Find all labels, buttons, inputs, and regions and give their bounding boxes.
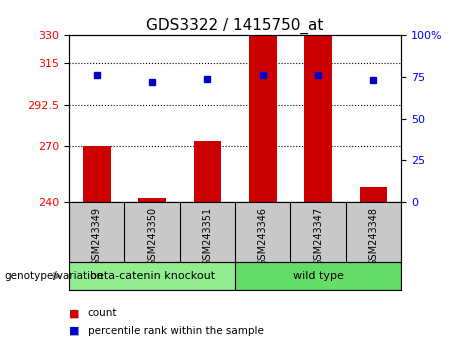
Bar: [249, 35, 277, 202]
Text: GSM243346: GSM243346: [258, 207, 268, 266]
Bar: [235, 262, 401, 290]
Text: genotype/variation: genotype/variation: [5, 271, 104, 281]
Bar: [83, 146, 111, 202]
Bar: [360, 187, 387, 202]
Text: ■: ■: [69, 326, 80, 336]
Text: GSM243351: GSM243351: [202, 207, 213, 266]
Bar: [194, 141, 221, 202]
Text: count: count: [88, 308, 117, 318]
Bar: [69, 262, 235, 290]
Text: GSM243347: GSM243347: [313, 207, 323, 266]
Bar: [304, 35, 332, 202]
Text: percentile rank within the sample: percentile rank within the sample: [88, 326, 264, 336]
Text: beta-catenin knockout: beta-catenin knockout: [89, 271, 215, 281]
Text: GSM243349: GSM243349: [92, 207, 102, 266]
Bar: [138, 198, 166, 202]
Text: wild type: wild type: [293, 271, 343, 281]
Text: ■: ■: [69, 308, 80, 318]
Text: GSM243348: GSM243348: [368, 207, 378, 266]
Title: GDS3322 / 1415750_at: GDS3322 / 1415750_at: [147, 18, 324, 34]
Text: GSM243350: GSM243350: [147, 207, 157, 266]
